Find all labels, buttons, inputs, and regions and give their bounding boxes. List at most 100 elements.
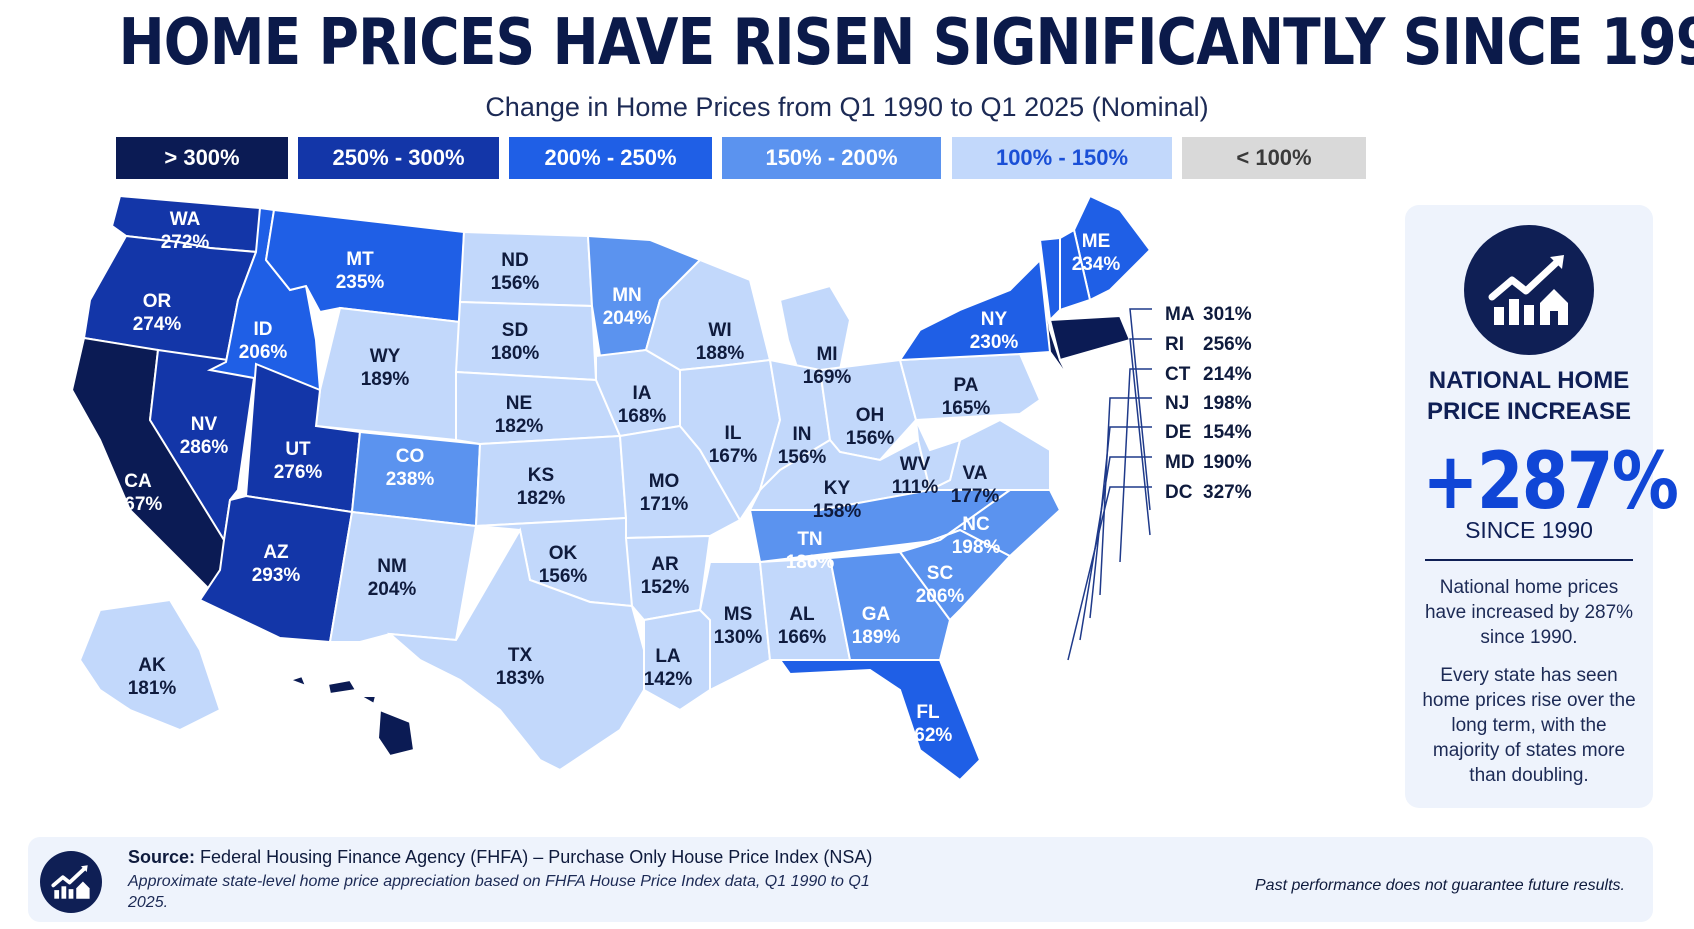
state-tx bbox=[386, 527, 645, 772]
callout-value-nj: 198% bbox=[1203, 393, 1252, 414]
source-line: Source: Federal Housing Finance Agency (… bbox=[128, 847, 872, 868]
state-ak bbox=[78, 598, 222, 732]
legend-item: 150% - 200% bbox=[722, 137, 941, 179]
legend-item: > 300% bbox=[116, 137, 288, 179]
state-code-sc: SC bbox=[927, 563, 954, 584]
state-code-ky: KY bbox=[824, 478, 851, 499]
state-code-co: CO bbox=[396, 446, 425, 467]
state-code-ia: IA bbox=[633, 383, 652, 404]
state-value-co: 238% bbox=[386, 469, 435, 490]
state-code-wi: WI bbox=[708, 320, 731, 341]
state-value-hi: 285% bbox=[318, 749, 367, 770]
state-value-ms: 130% bbox=[714, 627, 763, 648]
state-code-nv: NV bbox=[191, 414, 218, 435]
callout-line-ma bbox=[1129, 308, 1152, 511]
source-text: Federal Housing Finance Agency (FHFA) – … bbox=[200, 847, 873, 867]
state-code-nm: NM bbox=[377, 556, 407, 577]
state-value-nm: 204% bbox=[368, 579, 417, 600]
state-ms bbox=[698, 561, 772, 692]
northeast-small-state bbox=[1039, 259, 1071, 381]
state-value-mn: 204% bbox=[603, 308, 652, 329]
state-code-wa: WA bbox=[170, 209, 201, 230]
state-code-vt: VT bbox=[980, 220, 1005, 241]
callout-code-nj: NJ bbox=[1165, 393, 1190, 414]
state-value-me: 234% bbox=[1072, 254, 1121, 275]
callout-code-ri: RI bbox=[1165, 334, 1184, 355]
state-code-me: ME bbox=[1082, 231, 1111, 252]
state-value-wv: 111% bbox=[892, 477, 939, 498]
state-value-ar: 152% bbox=[641, 577, 690, 598]
state-code-az: AZ bbox=[263, 542, 289, 563]
state-value-va: 177% bbox=[951, 486, 1000, 507]
state-code-il: IL bbox=[725, 423, 742, 444]
state-code-oh: OH bbox=[856, 405, 885, 426]
legend-item: 250% - 300% bbox=[298, 137, 499, 179]
page-title: HOME PRICES HAVE RISEN SIGNIFICANTLY SIN… bbox=[118, 6, 1694, 80]
callout-line-ct bbox=[1119, 368, 1152, 563]
state-code-mn: MN bbox=[612, 285, 642, 306]
callout-code-ma: MA bbox=[1165, 304, 1195, 325]
callout-code-ct: CT bbox=[1165, 364, 1191, 385]
state-code-ok: OK bbox=[549, 543, 578, 564]
panel-text-summary: National home prices have increased by 2… bbox=[1424, 577, 1634, 648]
state-code-sd: SD bbox=[502, 320, 528, 341]
state-code-ut: UT bbox=[285, 439, 311, 460]
state-value-mi: 169% bbox=[803, 367, 852, 388]
state-code-la: LA bbox=[655, 646, 681, 667]
callout-value-ct: 214% bbox=[1203, 364, 1252, 385]
state-value-nc: 198% bbox=[952, 537, 1001, 558]
state-value-ia: 168% bbox=[618, 406, 667, 427]
state-value-ok: 156% bbox=[539, 566, 588, 587]
state-value-nd: 156% bbox=[491, 273, 540, 294]
callout-value-dc: 327% bbox=[1203, 482, 1252, 503]
state-code-or: OR bbox=[143, 291, 172, 312]
callout-value-md: 190% bbox=[1203, 452, 1252, 473]
callout-code-md: MD bbox=[1165, 452, 1195, 473]
state-value-az: 293% bbox=[252, 565, 301, 586]
state-value-fl: 262% bbox=[904, 725, 953, 746]
state-value-oh: 156% bbox=[846, 428, 895, 449]
state-hi bbox=[287, 674, 416, 758]
state-wy bbox=[314, 306, 462, 442]
state-code-nd: ND bbox=[501, 250, 528, 271]
us-map: WA 272% OR 274% CA 367% NV 286% ID 206% MT 235% WY 18… bbox=[60, 190, 1400, 850]
state-code-ms: MS bbox=[724, 604, 753, 625]
northeast-small-state bbox=[1059, 228, 1092, 312]
disclaimer: Past performance does not guarantee futu… bbox=[1255, 877, 1625, 894]
state-code-ca: CA bbox=[124, 471, 152, 492]
state-code-ny: NY bbox=[981, 309, 1008, 330]
state-value-ak: 181% bbox=[128, 678, 177, 699]
source-footer: Source: Federal Housing Finance Agency (… bbox=[28, 837, 1653, 922]
state-code-tx: TX bbox=[508, 645, 533, 666]
northeast-small-state bbox=[1048, 314, 1132, 362]
state-value-ny: 230% bbox=[970, 332, 1019, 353]
source-label: Source: bbox=[128, 847, 196, 867]
state-value-tx: 183% bbox=[496, 668, 545, 689]
state-value-mt: 235% bbox=[336, 272, 385, 293]
us-map-svg: WA272%OR274%CA367%NV286%ID206%MT235%WY18… bbox=[70, 194, 1152, 782]
state-code-ks: KS bbox=[528, 465, 554, 486]
state-value-nv: 286% bbox=[180, 437, 229, 458]
state-value-wi: 188% bbox=[696, 343, 745, 364]
state-value-wa: 272% bbox=[161, 232, 210, 253]
state-ga bbox=[828, 550, 952, 661]
source-note: Approximate state-level home price appre… bbox=[128, 873, 870, 911]
state-mi bbox=[778, 284, 852, 378]
state-value-id: 206% bbox=[239, 342, 288, 363]
callout-line-md bbox=[1079, 456, 1152, 641]
state-code-id: ID bbox=[254, 319, 273, 340]
state-nm bbox=[328, 510, 478, 643]
state-code-fl: FL bbox=[916, 702, 940, 723]
state-value-in: 156% bbox=[778, 447, 827, 468]
state-value-vt: 214% bbox=[968, 243, 1017, 264]
state-value-ne: 182% bbox=[495, 416, 544, 437]
callout-code-dc: DC bbox=[1165, 482, 1193, 503]
callout-line-nj bbox=[1099, 397, 1152, 596]
panel-heading: NATIONAL HOME PRICE INCREASE bbox=[1405, 365, 1653, 427]
state-code-ne: NE bbox=[506, 393, 532, 414]
state-value-ca: 367% bbox=[114, 494, 163, 515]
state-value-sd: 180% bbox=[491, 343, 540, 364]
state-value-la: 142% bbox=[644, 669, 693, 690]
panel-since: SINCE 1990 bbox=[1465, 517, 1593, 543]
panel-heading-line1: NATIONAL HOME bbox=[1428, 367, 1630, 394]
